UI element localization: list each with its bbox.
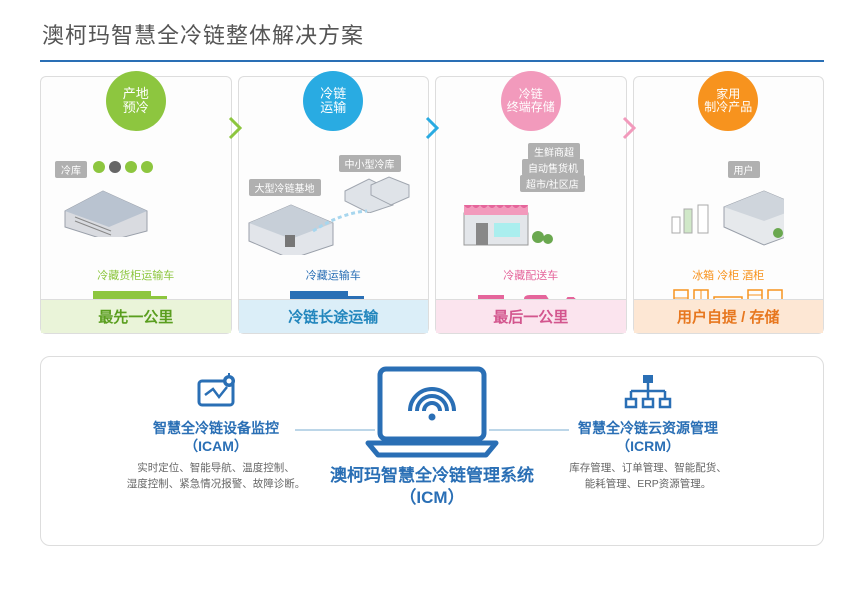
fish-icon	[109, 161, 121, 173]
stage-1: 产地 预冷 冷库 冷藏货柜运输车 最先一公里	[40, 76, 232, 334]
veg-icon	[93, 161, 105, 173]
system-left: 智慧全冷链设备监控（ICAM） 实时定位、智能导航、温度控制、 湿度控制、紧急情…	[101, 373, 331, 493]
system-box: 智慧全冷链设备监控（ICAM） 实时定位、智能导航、温度控制、 湿度控制、紧急情…	[40, 356, 824, 546]
stage3-scene: 生鲜商超 自动售货机 超市/社区店	[436, 137, 626, 265]
stage4-scene: 用户	[634, 137, 824, 265]
stage3-tag2: 自动售货机	[522, 159, 584, 176]
page-title: 澳柯玛智慧全冷链整体解决方案	[0, 0, 864, 50]
left-desc: 实时定位、智能导航、温度控制、 湿度控制、紧急情况报警、故障诊断。	[101, 461, 331, 493]
right-title: 智慧全冷链云资源管理（ICRM）	[533, 419, 763, 455]
small-warehouse-icon	[343, 171, 413, 213]
stage-4: 家用 制冷产品 用户 冰箱 冷柜 酒柜 用户自提 / 存储	[633, 76, 825, 334]
system-right: 智慧全冷链云资源管理（ICRM） 库存管理、订单管理、智能配货、 能耗管理、ER…	[533, 373, 763, 493]
home-icon	[664, 179, 784, 249]
stage2-label: 冷藏运输车	[239, 265, 429, 287]
store-icon	[454, 191, 554, 255]
stage2-bottom: 冷链长途运输	[239, 299, 429, 333]
stages-row: 产地 预冷 冷库 冷藏货柜运输车 最先一公里 冷链 运输 大型冷链基地 中小型冷…	[0, 62, 864, 334]
icam-icon	[191, 373, 241, 413]
stage3-tag3: 超市/社区店	[520, 175, 585, 192]
stage1-tag: 冷库	[55, 161, 87, 178]
stage-2: 冷链 运输 大型冷链基地 中小型冷库 冷藏运输车 冷链长途运输	[238, 76, 430, 334]
route-line	[311, 209, 371, 239]
icrm-icon	[623, 373, 673, 413]
stage1-label: 冷藏货柜运输车	[41, 265, 231, 287]
arrow3-icon	[622, 116, 636, 140]
stage3-bottom: 最后一公里	[436, 299, 626, 333]
stage-3: 冷链 终端存储 生鲜商超 自动售货机 超市/社区店 冷藏配送车 最后一公里	[435, 76, 627, 334]
stage3-label: 冷藏配送车	[436, 265, 626, 287]
stage4-tag: 用户	[728, 161, 760, 178]
stage3-tag1: 生鲜商超	[528, 143, 580, 160]
stage4-label: 冰箱 冷柜 酒柜	[634, 265, 824, 287]
arrow1-icon	[228, 116, 242, 140]
meat-icon	[141, 161, 153, 173]
arrow2-icon	[425, 116, 439, 140]
stage1-bottom: 最先一公里	[41, 299, 231, 333]
warehouse1-icon	[61, 181, 151, 237]
right-desc: 库存管理、订单管理、智能配货、 能耗管理、ERP资源管理。	[533, 461, 763, 493]
laptop-icon	[362, 363, 502, 459]
stage2-tag2: 中小型冷库	[339, 155, 401, 172]
stage2-tag1: 大型冷链基地	[249, 179, 321, 196]
stage1-circle: 产地 预冷	[106, 71, 166, 131]
stage1-scene: 冷库	[41, 137, 231, 265]
stage2-circle: 冷链 运输	[303, 71, 363, 131]
center-title: 澳柯玛智慧全冷链管理系统（ICM）	[330, 465, 534, 509]
stage4-circle: 家用 制冷产品	[698, 71, 758, 131]
system-center: 澳柯玛智慧全冷链管理系统（ICM）	[330, 363, 534, 509]
stage3-circle: 冷链 终端存储	[501, 71, 561, 131]
fruit-icon	[125, 161, 137, 173]
stage4-bottom: 用户自提 / 存储	[634, 299, 824, 333]
stage2-scene: 大型冷链基地 中小型冷库	[239, 137, 429, 265]
left-title: 智慧全冷链设备监控（ICAM）	[101, 419, 331, 455]
